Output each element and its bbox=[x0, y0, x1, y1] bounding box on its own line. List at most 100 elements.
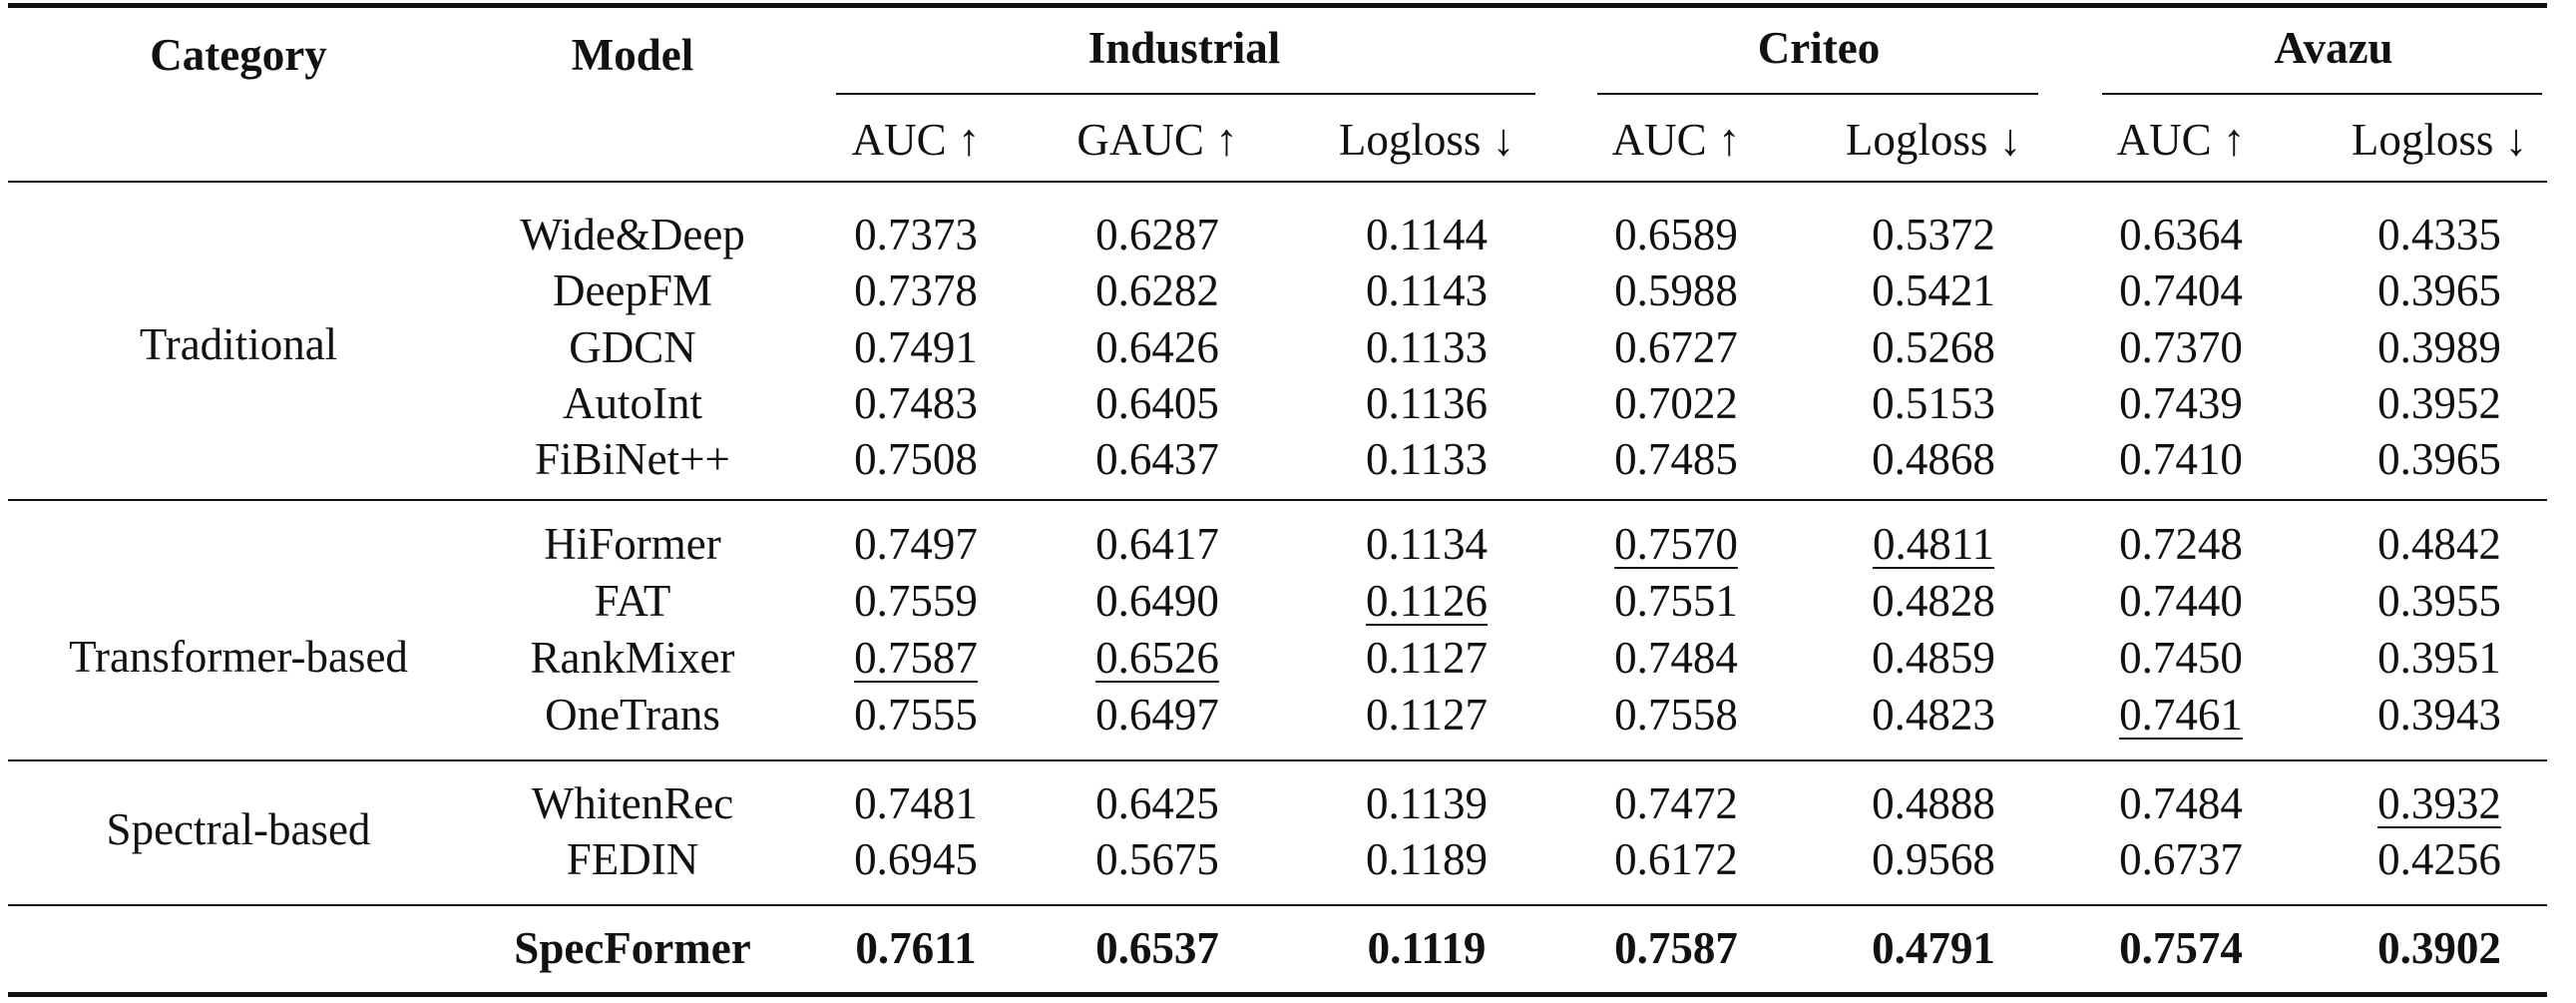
category-label: Traditional bbox=[139, 319, 338, 369]
table-cell: 0.7022 bbox=[1614, 378, 1738, 428]
metric-header: Logloss ↓ bbox=[2351, 115, 2528, 165]
table-cell: 0.4791 bbox=[1872, 923, 1995, 973]
model-name: OneTrans bbox=[545, 690, 720, 740]
table-cell: 0.7373 bbox=[854, 210, 978, 259]
bottom-rule bbox=[8, 992, 2547, 997]
table-cell: 0.7491 bbox=[854, 322, 978, 372]
table-cell: 0.4868 bbox=[1872, 434, 1995, 484]
table-cell: 0.1189 bbox=[1365, 834, 1489, 884]
metric-header: AUC ↑ bbox=[2116, 115, 2246, 165]
table-cell: 0.4859 bbox=[1872, 633, 1995, 683]
table-cell: 0.7611 bbox=[855, 923, 977, 973]
table-cell: 0.1133 bbox=[1365, 434, 1489, 484]
table-cell: 0.7481 bbox=[854, 778, 978, 828]
table-cell: 0.7508 bbox=[854, 434, 978, 484]
table-cell: 0.7587 bbox=[1614, 923, 1738, 973]
table-cell: 0.1133 bbox=[1365, 322, 1489, 372]
table-cell: 0.7248 bbox=[2119, 519, 2243, 569]
table-cell: 0.7587 bbox=[854, 633, 978, 683]
table-cell: 0.7497 bbox=[854, 519, 978, 569]
table-cell: 0.7440 bbox=[2119, 576, 2243, 626]
table-cell: 0.5268 bbox=[1872, 322, 1995, 372]
table-cell: 0.5153 bbox=[1872, 378, 1995, 428]
section-rule bbox=[8, 904, 2547, 906]
model-name: GDCN bbox=[569, 322, 696, 372]
model-name-specformer: SpecFormer bbox=[514, 923, 751, 973]
table-cell: 0.7410 bbox=[2119, 434, 2243, 484]
table-cell: 0.6589 bbox=[1614, 210, 1738, 259]
table-cell: 0.7439 bbox=[2119, 378, 2243, 428]
header-rule bbox=[8, 181, 2547, 183]
table-cell: 0.1144 bbox=[1365, 210, 1489, 259]
table-cell: 0.7472 bbox=[1614, 778, 1738, 828]
table-cell: 0.1127 bbox=[1365, 690, 1489, 740]
model-name: HiFormer bbox=[544, 519, 721, 569]
table-cell: 0.4256 bbox=[2377, 834, 2501, 884]
table-cell: 0.7450 bbox=[2119, 633, 2243, 683]
table-cell: 0.6526 bbox=[1095, 633, 1219, 683]
table-cell: 0.7378 bbox=[854, 265, 978, 315]
table-cell: 0.7555 bbox=[854, 690, 978, 740]
table-cell: 0.6405 bbox=[1095, 378, 1219, 428]
model-name: FAT bbox=[594, 576, 671, 626]
table-cell: 0.1127 bbox=[1365, 633, 1489, 683]
table-cell: 0.5421 bbox=[1872, 265, 1995, 315]
table-cell: 0.3951 bbox=[2377, 633, 2501, 683]
table-cell: 0.4842 bbox=[2377, 519, 2501, 569]
category-label: Transformer-based bbox=[69, 632, 408, 682]
table-cell: 0.9568 bbox=[1872, 834, 1995, 884]
table-cell: 0.6497 bbox=[1095, 690, 1219, 740]
metric-header: AUC ↑ bbox=[1611, 115, 1741, 165]
table-cell: 0.7404 bbox=[2119, 265, 2243, 315]
table-cell: 0.3965 bbox=[2377, 434, 2501, 484]
table-cell: 0.3989 bbox=[2377, 322, 2501, 372]
table-cell: 0.1139 bbox=[1365, 778, 1489, 828]
section-rule bbox=[8, 499, 2547, 501]
model-name: RankMixer bbox=[530, 633, 735, 683]
table-cell: 0.7574 bbox=[2119, 923, 2243, 973]
table-cell: 0.6727 bbox=[1614, 322, 1738, 372]
header-model: Model bbox=[571, 30, 694, 80]
table-cell: 0.6945 bbox=[854, 834, 978, 884]
header-group-industrial: Industrial bbox=[1087, 23, 1281, 73]
table-cell: 0.3902 bbox=[2377, 923, 2501, 973]
metric-header: Logloss ↓ bbox=[1338, 115, 1515, 165]
table-cell: 0.6737 bbox=[2119, 834, 2243, 884]
table-cell: 0.5988 bbox=[1614, 265, 1738, 315]
table-cell: 0.7485 bbox=[1614, 434, 1738, 484]
table-cell: 0.6287 bbox=[1095, 210, 1219, 259]
table-cell: 0.6437 bbox=[1095, 434, 1219, 484]
table-cell: 0.1126 bbox=[1365, 576, 1489, 626]
model-name: DeepFM bbox=[553, 265, 712, 315]
table-cell: 0.1143 bbox=[1365, 265, 1489, 315]
model-name: Wide&Deep bbox=[520, 210, 745, 259]
category-label: Spectral-based bbox=[106, 804, 371, 854]
table-cell: 0.1119 bbox=[1367, 923, 1487, 973]
table-cell: 0.7483 bbox=[854, 378, 978, 428]
model-name: WhitenRec bbox=[531, 778, 734, 828]
table-cell: 0.5372 bbox=[1872, 210, 1995, 259]
model-name: FEDIN bbox=[566, 834, 699, 884]
table-cell: 0.6417 bbox=[1095, 519, 1219, 569]
table-cell: 0.6364 bbox=[2119, 210, 2243, 259]
table-cell: 0.1134 bbox=[1365, 519, 1489, 569]
table-cell: 0.3932 bbox=[2377, 778, 2501, 828]
table-cell: 0.7484 bbox=[1614, 633, 1738, 683]
table-cell: 0.7559 bbox=[854, 576, 978, 626]
table-cell: 0.5675 bbox=[1095, 834, 1219, 884]
header-category: Category bbox=[150, 30, 327, 80]
table-cell: 0.7370 bbox=[2119, 322, 2243, 372]
table-cell: 0.6282 bbox=[1095, 265, 1219, 315]
criteo-group-rule bbox=[1597, 93, 2038, 95]
table-cell: 0.4811 bbox=[1872, 519, 1995, 569]
table-cell: 0.6425 bbox=[1095, 778, 1219, 828]
table-cell: 0.7558 bbox=[1614, 690, 1738, 740]
metric-header: Logloss ↓ bbox=[1845, 115, 2022, 165]
metric-header: AUC ↑ bbox=[851, 115, 981, 165]
table-cell: 0.7551 bbox=[1614, 576, 1738, 626]
table-cell: 0.6490 bbox=[1095, 576, 1219, 626]
table-cell: 0.3955 bbox=[2377, 576, 2501, 626]
table-cell: 0.4888 bbox=[1872, 778, 1995, 828]
avazu-group-rule bbox=[2102, 93, 2542, 95]
table-cell: 0.3952 bbox=[2377, 378, 2501, 428]
